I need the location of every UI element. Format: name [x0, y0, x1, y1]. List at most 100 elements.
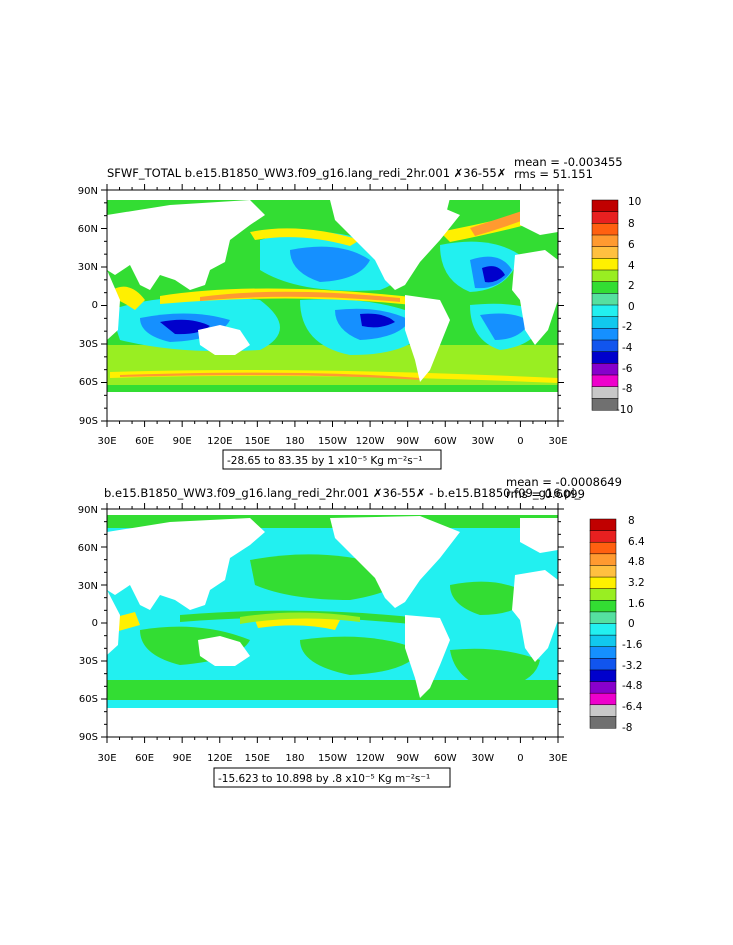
- colorbar-box: [591, 304, 619, 318]
- colorbar-box: [589, 716, 617, 729]
- colorbar-box: [589, 658, 617, 671]
- colorbar-box: [591, 351, 619, 364]
- panel-top-lon-axis: 30E 60E 90E 120E 150E 180 150W 120W 90W …: [97, 436, 567, 447]
- colorbar-label: 6: [628, 239, 635, 251]
- lon-label: 120W: [356, 753, 385, 764]
- lon-label: 30E: [97, 436, 116, 447]
- colorbar-box: [589, 623, 617, 636]
- land-masses: [107, 509, 558, 737]
- land-masses: [107, 190, 558, 421]
- colorbar-box: [589, 669, 617, 683]
- lon-label: 90W: [396, 753, 419, 764]
- panel-top-title: SFWF_TOTAL b.e15.B1850_WW3.f09_g16.lang_…: [107, 166, 506, 180]
- panel-bottom-map: [107, 509, 558, 737]
- colorbar-box: [589, 681, 617, 694]
- lon-label: 120W: [356, 436, 385, 447]
- colorbar-box: [591, 328, 619, 341]
- colorbar-box: [589, 704, 617, 717]
- panel-top-colorbar: [591, 199, 619, 411]
- colorbar-box: [589, 611, 617, 625]
- lat-label: 90N: [78, 505, 98, 516]
- colorbar-label: 4.8: [628, 556, 645, 568]
- colorbar-box: [591, 281, 619, 294]
- lat-label: 30S: [79, 656, 98, 667]
- colorbar-label: -4: [622, 342, 633, 354]
- lon-label: 30E: [548, 753, 567, 764]
- colorbar-box: [591, 234, 619, 248]
- colorbar-label: -4.8: [622, 680, 643, 692]
- colorbar-label: 8: [628, 515, 635, 527]
- colorbar-box: [591, 246, 619, 259]
- colorbar-box: [591, 269, 619, 283]
- panel-bottom-caption-box: [213, 767, 451, 788]
- lon-label: 120E: [207, 753, 232, 764]
- panel-bottom-lat-axis: 90N 60N 30N 0 30S 60S 90S: [78, 505, 98, 743]
- colorbar-box: [589, 692, 617, 706]
- colorbar-label: 8: [628, 218, 635, 230]
- panel-top-map: [107, 190, 558, 421]
- colorbar-box: [591, 398, 619, 411]
- lat-label: 30S: [79, 339, 98, 350]
- colorbar-box: [591, 316, 619, 329]
- colorbar-label: 10: [628, 196, 641, 208]
- colorbar-box: [589, 646, 617, 659]
- colorbar-box: [591, 374, 619, 388]
- lon-label: 60W: [434, 753, 457, 764]
- lon-label: 90W: [396, 436, 419, 447]
- colorbar-label: 1.6: [628, 598, 645, 610]
- lat-label: 60N: [78, 224, 98, 235]
- panel-top-colorbar-labels: 10 8 6 4 2 0 -2 -4 -6 -8 -10: [616, 196, 641, 416]
- panel-top-lat-axis: 90N 60N 30N 0 30S 60S 90S: [78, 186, 98, 427]
- lat-label: 60S: [79, 694, 98, 705]
- lon-label: 30W: [471, 753, 494, 764]
- panel-bottom-ticks: [101, 503, 564, 743]
- colorbar-box: [589, 553, 617, 566]
- lon-label: 150E: [245, 436, 270, 447]
- lat-label: 30N: [78, 581, 98, 592]
- lat-label: 0: [92, 300, 98, 311]
- panel-top-caption-box: [222, 449, 442, 470]
- colorbar-label: -8: [622, 722, 632, 734]
- lon-label: 150W: [318, 753, 347, 764]
- lon-label: 30W: [471, 436, 494, 447]
- colorbar-box: [589, 588, 617, 601]
- panel-bottom-mean: mean = -0.0008649: [506, 475, 622, 489]
- colorbar-box: [591, 293, 619, 306]
- lon-label: 30E: [97, 753, 116, 764]
- panel-bottom-colorbar-labels: 8 6.4 4.8 3.2 1.6 0 -1.6 -3.2 -4.8 -6.4 …: [622, 515, 645, 734]
- colorbar-box: [589, 530, 617, 543]
- lon-label: 90E: [173, 436, 192, 447]
- colorbar-label: -1.6: [622, 639, 643, 651]
- colorbar-label: 0: [628, 618, 635, 630]
- colorbar-label: -6.4: [622, 701, 643, 713]
- lon-label: 60E: [135, 753, 154, 764]
- panel-top-rms: rms = 51.151: [514, 167, 593, 181]
- colorbar-box: [589, 518, 617, 532]
- lat-label: 90N: [78, 186, 98, 197]
- colorbar-label: -8: [622, 383, 632, 395]
- lat-label: 60N: [78, 543, 98, 554]
- panel-bottom-title: b.e15.B1850_WW3.f09_g16.lang_redi_2hr.00…: [104, 486, 581, 500]
- colorbar-label: 6.4: [628, 536, 645, 548]
- lon-label: 90E: [173, 753, 192, 764]
- colorbar-label: -6: [622, 363, 633, 375]
- panel-bottom-lon-axis: 30E 60E 90E 120E 150E 180 150W 120W 90W …: [97, 753, 567, 764]
- panel-top: SFWF_TOTAL b.e15.B1850_WW3.f09_g16.lang_…: [78, 155, 641, 470]
- panel-top-mean: mean = -0.003455: [514, 155, 623, 169]
- panel-bottom-rms: rms = 0.6099: [506, 487, 585, 501]
- lon-label: 0: [517, 753, 523, 764]
- lat-label: 0: [92, 618, 98, 629]
- colorbar-label: -2: [622, 321, 632, 333]
- colorbar-box: [591, 223, 619, 236]
- colorbar-box: [589, 634, 617, 648]
- colorbar-label: 0: [628, 301, 635, 313]
- colorbar-box: [591, 199, 619, 213]
- colorbar-box: [589, 541, 617, 555]
- panel-top-ticks: [101, 184, 564, 427]
- lon-label: 150E: [245, 753, 270, 764]
- colorbar-label: 3.2: [628, 577, 645, 589]
- lon-label: 150W: [318, 436, 347, 447]
- colorbar-label: -3.2: [622, 660, 643, 672]
- panel-bottom-caption: -15.623 to 10.898 by .8 x10⁻⁵ Kg m⁻²s⁻¹: [218, 773, 430, 785]
- lon-label: 60W: [434, 436, 457, 447]
